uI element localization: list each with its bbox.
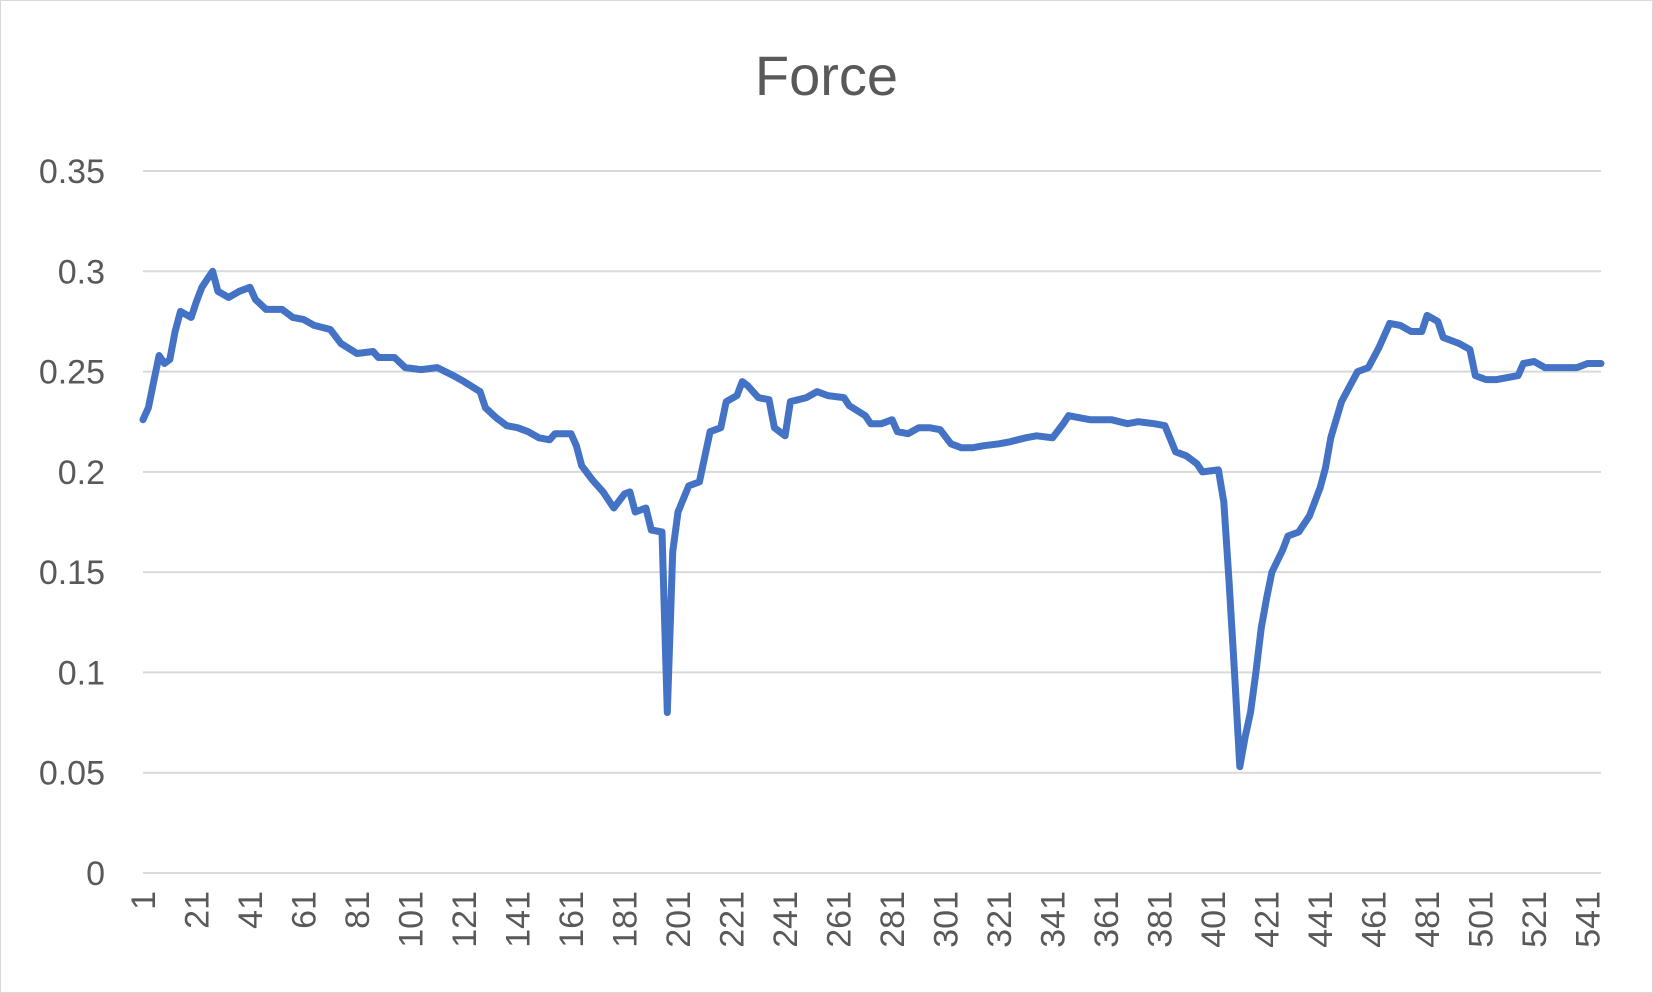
x-tick-label: 461 [1356,891,1394,948]
x-tick-label: 41 [232,891,270,929]
x-tick-label: 501 [1463,891,1501,948]
y-tick-label: 0.25 [39,354,105,392]
y-tick-label: 0.35 [39,153,105,191]
y-tick-label: 0.15 [39,554,105,592]
x-tick-label: 161 [553,891,591,948]
x-tick-label: 1 [125,891,163,910]
x-tick-label: 361 [1088,891,1126,948]
x-tick-label: 221 [714,891,752,948]
x-tick-label: 121 [446,891,484,948]
x-tick-label: 401 [1195,891,1233,948]
y-tick-label: 0.2 [58,454,105,492]
x-tick-label: 61 [286,891,324,929]
x-tick-label: 21 [179,891,217,929]
x-tick-label: 321 [981,891,1019,948]
x-tick-label: 201 [660,891,698,948]
y-tick-label: 0.3 [58,253,105,291]
x-tick-label: 541 [1570,891,1608,948]
x-tick-label: 261 [821,891,859,948]
x-tick-label: 141 [500,891,538,948]
x-tick-label: 481 [1409,891,1447,948]
x-axis-tick-labels: 1 21 41 61 81 101 121 141 161 181 201 221 241 261 281 3… [125,891,1608,948]
x-tick-label: 101 [393,891,431,948]
x-tick-label: 341 [1035,891,1073,948]
x-tick-label: 241 [767,891,805,948]
x-tick-label: 381 [1142,891,1180,948]
x-tick-label: 441 [1302,891,1340,948]
chart-title: Force [754,44,899,107]
x-tick-label: 281 [874,891,912,948]
y-tick-label: 0.05 [39,755,105,793]
x-tick-label: 521 [1516,891,1554,948]
x-tick-label: 421 [1249,891,1287,948]
x-tick-label: 81 [339,891,377,929]
x-tick-label: 181 [607,891,645,948]
y-axis-tick-labels: 0 0.05 0.1 0.15 0.2 0.25 0.3 0.35 [39,153,105,893]
series-line-0 [139,267,1605,771]
y-tick-label: 0.1 [58,654,105,692]
y-tick-label: 0 [86,855,105,893]
x-tick-label: 301 [928,891,966,948]
series-layer [139,267,1605,771]
grid-lines [143,170,1601,874]
